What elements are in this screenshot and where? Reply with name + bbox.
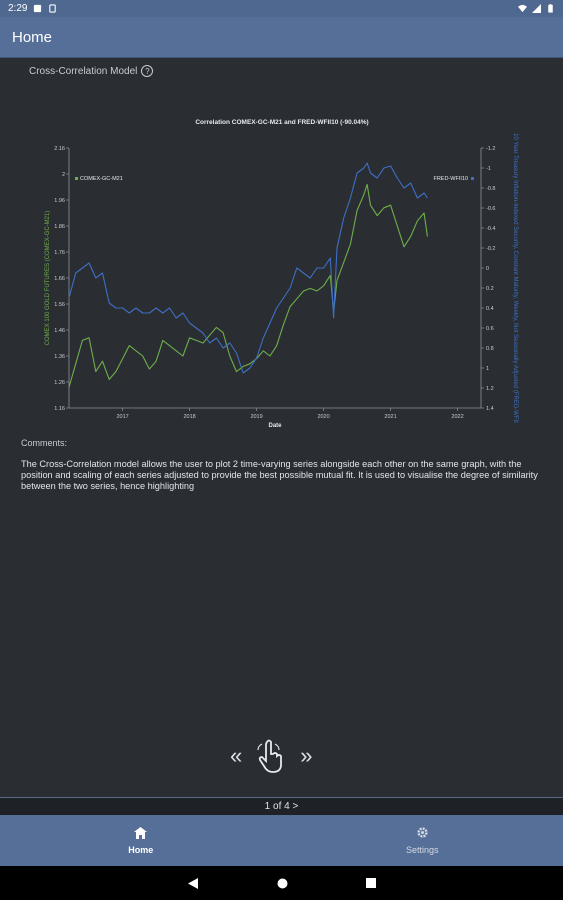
wifi-icon (518, 4, 527, 13)
left-tick-label: 1.96 (54, 198, 65, 204)
right-tick-label: 0.6 (486, 326, 494, 332)
status-time: 2:29 (8, 3, 28, 14)
home-icon (134, 826, 148, 839)
comments-text: The Cross-Correlation model allows the u… (21, 459, 538, 491)
right-tick-label: -1 (486, 166, 491, 172)
legend-label-fred: FRED-WFII10 (433, 176, 468, 182)
app-bar: Home (0, 17, 563, 58)
page-title: Home (12, 28, 53, 46)
status-bar: 2:29 (0, 0, 563, 17)
right-tick-label: -1.2 (486, 146, 495, 152)
left-tick-label: 1.76 (54, 250, 65, 256)
cross-correlation-chart: Correlation COMEX-GC-M21 and FRED-WFII10… (20, 88, 543, 468)
bottom-nav: Home Settings (0, 815, 563, 866)
legend-label-comex: COMEX-GC-M21 (80, 176, 123, 182)
left-tick-label: 1.16 (54, 406, 65, 412)
left-axis-ticks: 1.16 1.26 1.36 1.46 1.56 1.66 1.76 1.86 1.96 2 2.1… (54, 146, 69, 412)
right-tick-label: -0.6 (486, 206, 495, 212)
help-icon[interactable]: ? (141, 65, 154, 77)
pager-text[interactable]: 1 of 4 > (264, 801, 299, 812)
home-circle-icon[interactable] (277, 878, 288, 889)
back-icon[interactable] (187, 877, 199, 889)
left-tick-label: 1.26 (54, 380, 65, 386)
right-tick-label: 0.4 (486, 306, 494, 312)
chart-container: Correlation COMEX-GC-M21 and FRED-WFII10… (20, 88, 543, 468)
nav-item-home[interactable]: Home (0, 815, 282, 866)
right-tick-label: 0 (486, 266, 489, 272)
battery-icon (548, 4, 553, 13)
legend-left: COMEX-GC-M21 (75, 176, 123, 182)
right-tick-label: 1 (486, 366, 489, 372)
notification-icon (34, 4, 42, 13)
right-tick-label: 0.8 (486, 346, 494, 352)
x-tick-label: 2018 (183, 414, 195, 420)
model-header: Cross-Correlation Model ? (29, 65, 154, 77)
sim-icon (49, 4, 57, 13)
main-content: Cross-Correlation Model ? Correlation CO… (0, 58, 563, 798)
signal-icon (532, 4, 541, 13)
x-tick-label: 2017 (116, 414, 128, 420)
recents-icon[interactable] (365, 878, 376, 888)
left-tick-label: 1.46 (54, 328, 65, 334)
right-axis-label: 10 Year Treasury Inflation-Indexed Secur… (512, 133, 518, 423)
left-axis-label: COMEX 100 GOLD FUTURES (COMEX-GC-M21) (45, 211, 51, 346)
left-tick-label: 1.66 (54, 276, 65, 282)
swipe-hand-icon[interactable] (256, 738, 286, 774)
previous-icon[interactable]: « (230, 743, 243, 768)
left-tick-label: 1.56 (54, 302, 65, 308)
chart-title: Correlation COMEX-GC-M21 and FRED-WFII10… (195, 119, 368, 126)
x-tick-label: 2020 (317, 414, 329, 420)
left-tick-label: 1.86 (54, 224, 65, 230)
left-tick-label: 2 (62, 172, 65, 178)
x-tick-label: 2021 (384, 414, 396, 420)
comments-label: Comments: (21, 438, 68, 448)
x-tick-label: 2019 (250, 414, 262, 420)
right-tick-label: -0.4 (486, 226, 495, 232)
navigation-controls: « » (230, 738, 313, 774)
right-tick-label: -0.8 (486, 186, 495, 192)
x-tick-label: 2022 (451, 414, 463, 420)
nav-label-home: Home (128, 844, 154, 855)
nav-label-settings: Settings (405, 845, 439, 855)
gear-icon (417, 827, 428, 838)
right-tick-label: 0.2 (486, 286, 494, 292)
system-navigation-bar (0, 866, 563, 900)
left-tick-label: 1.36 (54, 354, 65, 360)
left-tick-label: 2.16 (54, 146, 65, 152)
x-axis-ticks: 2017 2018 2019 2020 2021 2022 (116, 408, 464, 420)
series-lines (68, 162, 428, 388)
nav-item-settings[interactable]: Settings (282, 815, 563, 866)
right-tick-label: 1.2 (486, 386, 494, 392)
right-axis-ticks: -1.2 -1 -0.8 -0.6 -0.4 -0.2 0 0.2 0.4 0.6 0.8 1 1.2 1… (481, 146, 495, 412)
series-line-fred (68, 162, 428, 374)
pager[interactable]: 1 of 4 > (0, 797, 563, 815)
legend-right: FRED-WFII10 (433, 176, 474, 182)
model-title: Cross-Correlation Model (29, 65, 138, 77)
right-tick-label: 1.4 (486, 406, 494, 412)
x-axis-label: Date (268, 423, 282, 429)
next-icon[interactable]: » (300, 743, 313, 768)
right-tick-label: -0.2 (486, 246, 495, 252)
